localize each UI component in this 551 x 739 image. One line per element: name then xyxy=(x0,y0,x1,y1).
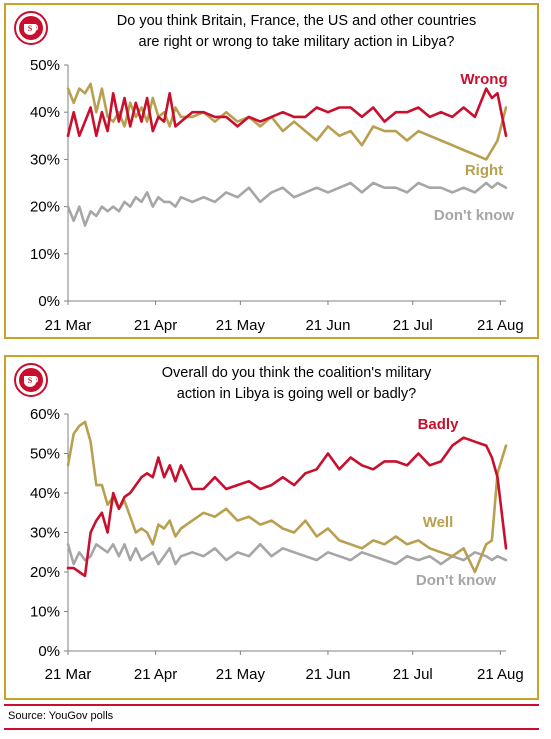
series-line-don-t-know xyxy=(66,181,508,227)
y-tick-label: 20% xyxy=(30,199,60,216)
x-tick-label: 21 Mar xyxy=(45,317,92,334)
series-label-badly: Badly xyxy=(418,416,460,433)
source-divider-top xyxy=(4,704,539,706)
svg-text:S: S xyxy=(28,376,33,385)
yougov-logo-icon: S xyxy=(14,11,48,45)
x-tick-label: 21 Apr xyxy=(134,317,177,334)
x-tick-label: 21 May xyxy=(216,317,266,334)
line-chart-right-wrong: 0% 10% 20% 30% 40% 50% 21 Mar 21 Apr 21 May 21 Ju… xyxy=(30,57,524,334)
chart-title: Do you think Britain, France, the US and… xyxy=(66,11,527,53)
x-tick-label: 21 Mar xyxy=(45,666,92,683)
line-chart-well-badly: 0% 10% 20% 30% 40% 50% 60% 21 Mar 21 Apr 21 May 21… xyxy=(30,406,524,683)
series-label-well: Well xyxy=(423,514,454,531)
source-divider-bottom xyxy=(4,728,539,730)
yougov-logo-icon: S xyxy=(14,363,48,397)
y-tick-label: 30% xyxy=(30,151,60,168)
y-tick-label: 40% xyxy=(30,104,60,121)
series-line-badly xyxy=(66,436,508,578)
y-tick-label: 0% xyxy=(38,293,60,310)
y-tick-label: 0% xyxy=(38,643,60,660)
x-tick-label: 21 Jul xyxy=(393,666,433,683)
x-tick-label: 21 Jun xyxy=(305,666,350,683)
chart-panel-1: S Do you think Britain, France, the US a… xyxy=(4,3,539,339)
series-label-don-t-know: Don't know xyxy=(416,572,497,589)
series-label-don-t-know: Don't know xyxy=(434,207,515,224)
source-note: Source: YouGov polls xyxy=(8,710,114,722)
chart-title-line-2: action in Libya is going well or badly? xyxy=(176,386,417,402)
series-line-don-t-know xyxy=(66,543,508,566)
y-tick-label: 40% xyxy=(30,485,60,502)
x-tick-label: 21 Aug xyxy=(477,317,524,334)
chart-title: Overall do you think the coalition's mil… xyxy=(66,363,527,405)
chart-panel-2: S Overall do you think the coalition's m… xyxy=(4,355,539,700)
series-line-right xyxy=(66,82,508,161)
x-tick-label: 21 May xyxy=(216,666,266,683)
y-tick-label: 20% xyxy=(30,564,60,581)
series-label-wrong: Wrong xyxy=(460,71,507,88)
svg-text:S: S xyxy=(28,24,33,33)
series-label-right: Right xyxy=(465,162,503,179)
chart-title-line-2: are right or wrong to take military acti… xyxy=(138,34,455,50)
x-tick-label: 21 Jun xyxy=(305,317,350,334)
y-tick-label: 50% xyxy=(30,446,60,463)
chart-title-line-1: Overall do you think the coalition's mil… xyxy=(161,365,432,381)
y-tick-label: 50% xyxy=(30,57,60,74)
x-tick-label: 21 Jul xyxy=(393,317,433,334)
y-tick-label: 60% xyxy=(30,406,60,423)
y-tick-label: 10% xyxy=(30,604,60,621)
y-tick-label: 30% xyxy=(30,525,60,542)
series-line-wrong xyxy=(66,87,508,138)
y-tick-label: 10% xyxy=(30,246,60,263)
x-tick-label: 21 Apr xyxy=(134,666,177,683)
chart-title-line-1: Do you think Britain, France, the US and… xyxy=(116,13,477,29)
x-tick-label: 21 Aug xyxy=(477,666,524,683)
